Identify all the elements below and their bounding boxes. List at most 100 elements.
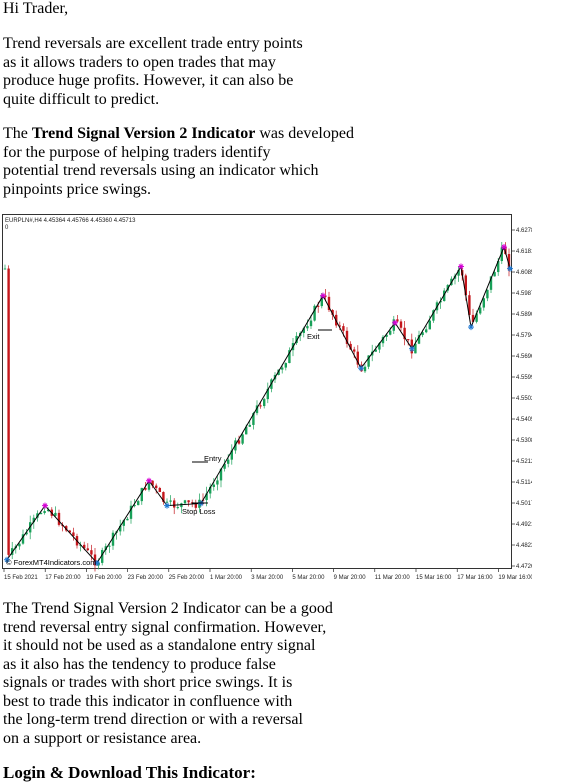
candle-body — [345, 330, 349, 344]
candle-body — [187, 500, 190, 503]
text-line: it should not be used as a standalone en… — [3, 637, 316, 654]
swing-low-marker — [4, 556, 10, 563]
candle-body — [101, 549, 104, 563]
candle-body — [309, 320, 313, 327]
chart-header: EURPLN#,H4 4.45364 4.45766 4.45360 4.457… — [5, 218, 136, 224]
candle-body — [151, 480, 154, 486]
candle-body — [237, 440, 241, 444]
marker-stroke — [358, 365, 364, 371]
annotations: Entry Stop Loss Exit — [182, 329, 332, 516]
candle-body — [295, 335, 298, 344]
x-tick-label: 15 Feb 2021 — [4, 575, 38, 581]
candle-body — [399, 321, 403, 328]
candle-body — [464, 275, 467, 296]
candle-body — [158, 487, 161, 493]
y-tick-label: 4.56965 — [516, 354, 532, 360]
x-tick-label: 25 Feb 20:00 — [169, 575, 205, 581]
candle-body — [425, 329, 428, 333]
x-tick-label: 11 Mar 20:00 — [375, 575, 411, 581]
candle-body — [417, 335, 421, 344]
y-tick-label: 4.59875 — [516, 291, 532, 297]
text-line: best to trade this indicator in confluen… — [3, 692, 293, 710]
candle-body — [162, 492, 165, 502]
candle-body — [489, 276, 493, 290]
y-tick-label: 4.54055 — [516, 417, 532, 423]
trend-signal-zigzag — [6, 245, 511, 564]
marker-stroke — [507, 266, 513, 271]
candle-body — [39, 513, 43, 515]
candle-body — [93, 554, 97, 566]
y-tick-label: 4.55990 — [516, 375, 532, 381]
advice-paragraph: The Trend Signal Version 2 Indicator can… — [3, 600, 333, 748]
marker-stroke — [501, 244, 507, 250]
candle-body — [212, 484, 215, 487]
text-line: quite difficult to predict. — [3, 90, 160, 108]
candle-body — [443, 290, 446, 302]
candle-body — [259, 405, 262, 407]
candle-body — [266, 388, 269, 400]
candles — [3, 241, 511, 572]
candle-body — [284, 363, 287, 368]
swing-high-marker — [42, 502, 48, 509]
x-tick-label: 23 Feb 20:00 — [128, 575, 164, 581]
candle-body — [486, 289, 489, 299]
candle-body — [25, 532, 28, 535]
marker-stroke — [409, 346, 415, 352]
marker-stroke — [320, 293, 326, 299]
candle-body — [252, 413, 255, 425]
candle-body — [320, 295, 323, 307]
candle-body — [3, 268, 7, 270]
candle-body — [144, 487, 147, 490]
candle-body — [302, 328, 305, 333]
x-tick-label: 5 Mar 20:00 — [292, 575, 325, 581]
candle-body — [349, 343, 352, 350]
candle-body — [7, 268, 10, 555]
candle-body — [47, 509, 50, 512]
candle-body — [176, 507, 179, 509]
y-axis: 4.62785 4.61810 4.60850 4.59875 4.58900 4.579… — [512, 228, 532, 570]
candle-body — [248, 424, 251, 427]
swing-low-marker — [468, 324, 474, 331]
candle-body — [306, 326, 309, 329]
y-tick-label: 4.51145 — [516, 480, 532, 486]
x-tick-label: 17 Mar 16:00 — [457, 575, 493, 581]
candle-body — [245, 426, 248, 435]
candle-body — [216, 480, 219, 485]
candle-body — [327, 296, 331, 311]
swing-low-marker — [94, 559, 100, 566]
indicator-paragraph: The Trend Signal Version 2 Indicator was… — [3, 125, 354, 199]
candle-body — [227, 459, 230, 464]
candle-body — [147, 480, 151, 490]
text-line: trend reversal entry signal confirmation… — [3, 618, 327, 636]
candle-body — [479, 307, 482, 314]
text-line: produce huge profits. However, it can al… — [3, 72, 294, 89]
candle-body — [313, 305, 316, 321]
text-line: The Trend Signal Version 2 Indicator can… — [3, 600, 333, 617]
candle-body — [363, 366, 367, 372]
swing-markers — [4, 243, 513, 566]
candle-body — [205, 493, 208, 501]
text-line: potential trend reversals using an indic… — [3, 162, 319, 179]
candle-body — [493, 272, 496, 277]
chart-subheader: 0 — [5, 225, 9, 231]
candle-body — [385, 334, 388, 337]
marker-stroke — [164, 503, 170, 508]
y-tick-label: 4.58900 — [516, 312, 532, 318]
x-tick-label: 19 Mar 16:00 — [498, 575, 532, 581]
marker-stroke — [146, 478, 152, 484]
candle-body — [471, 314, 475, 322]
candle-body — [230, 450, 233, 460]
candle-body — [119, 525, 122, 532]
candle-body — [126, 518, 129, 521]
marker-stroke — [468, 324, 474, 330]
candle-body — [137, 501, 140, 506]
x-tick-label: 19 Feb 20:00 — [86, 575, 122, 581]
candle-body — [90, 550, 93, 555]
candle-body — [500, 247, 503, 262]
stop-loss-label: Stop Loss — [182, 507, 216, 516]
y-tick-label: 4.50170 — [516, 501, 532, 507]
candle-body — [43, 511, 46, 514]
indicator-name: Trend Signal Version 2 Indicator — [31, 125, 256, 142]
swing-high-marker — [458, 263, 464, 270]
text-line: on a support or resistance area. — [3, 729, 202, 747]
